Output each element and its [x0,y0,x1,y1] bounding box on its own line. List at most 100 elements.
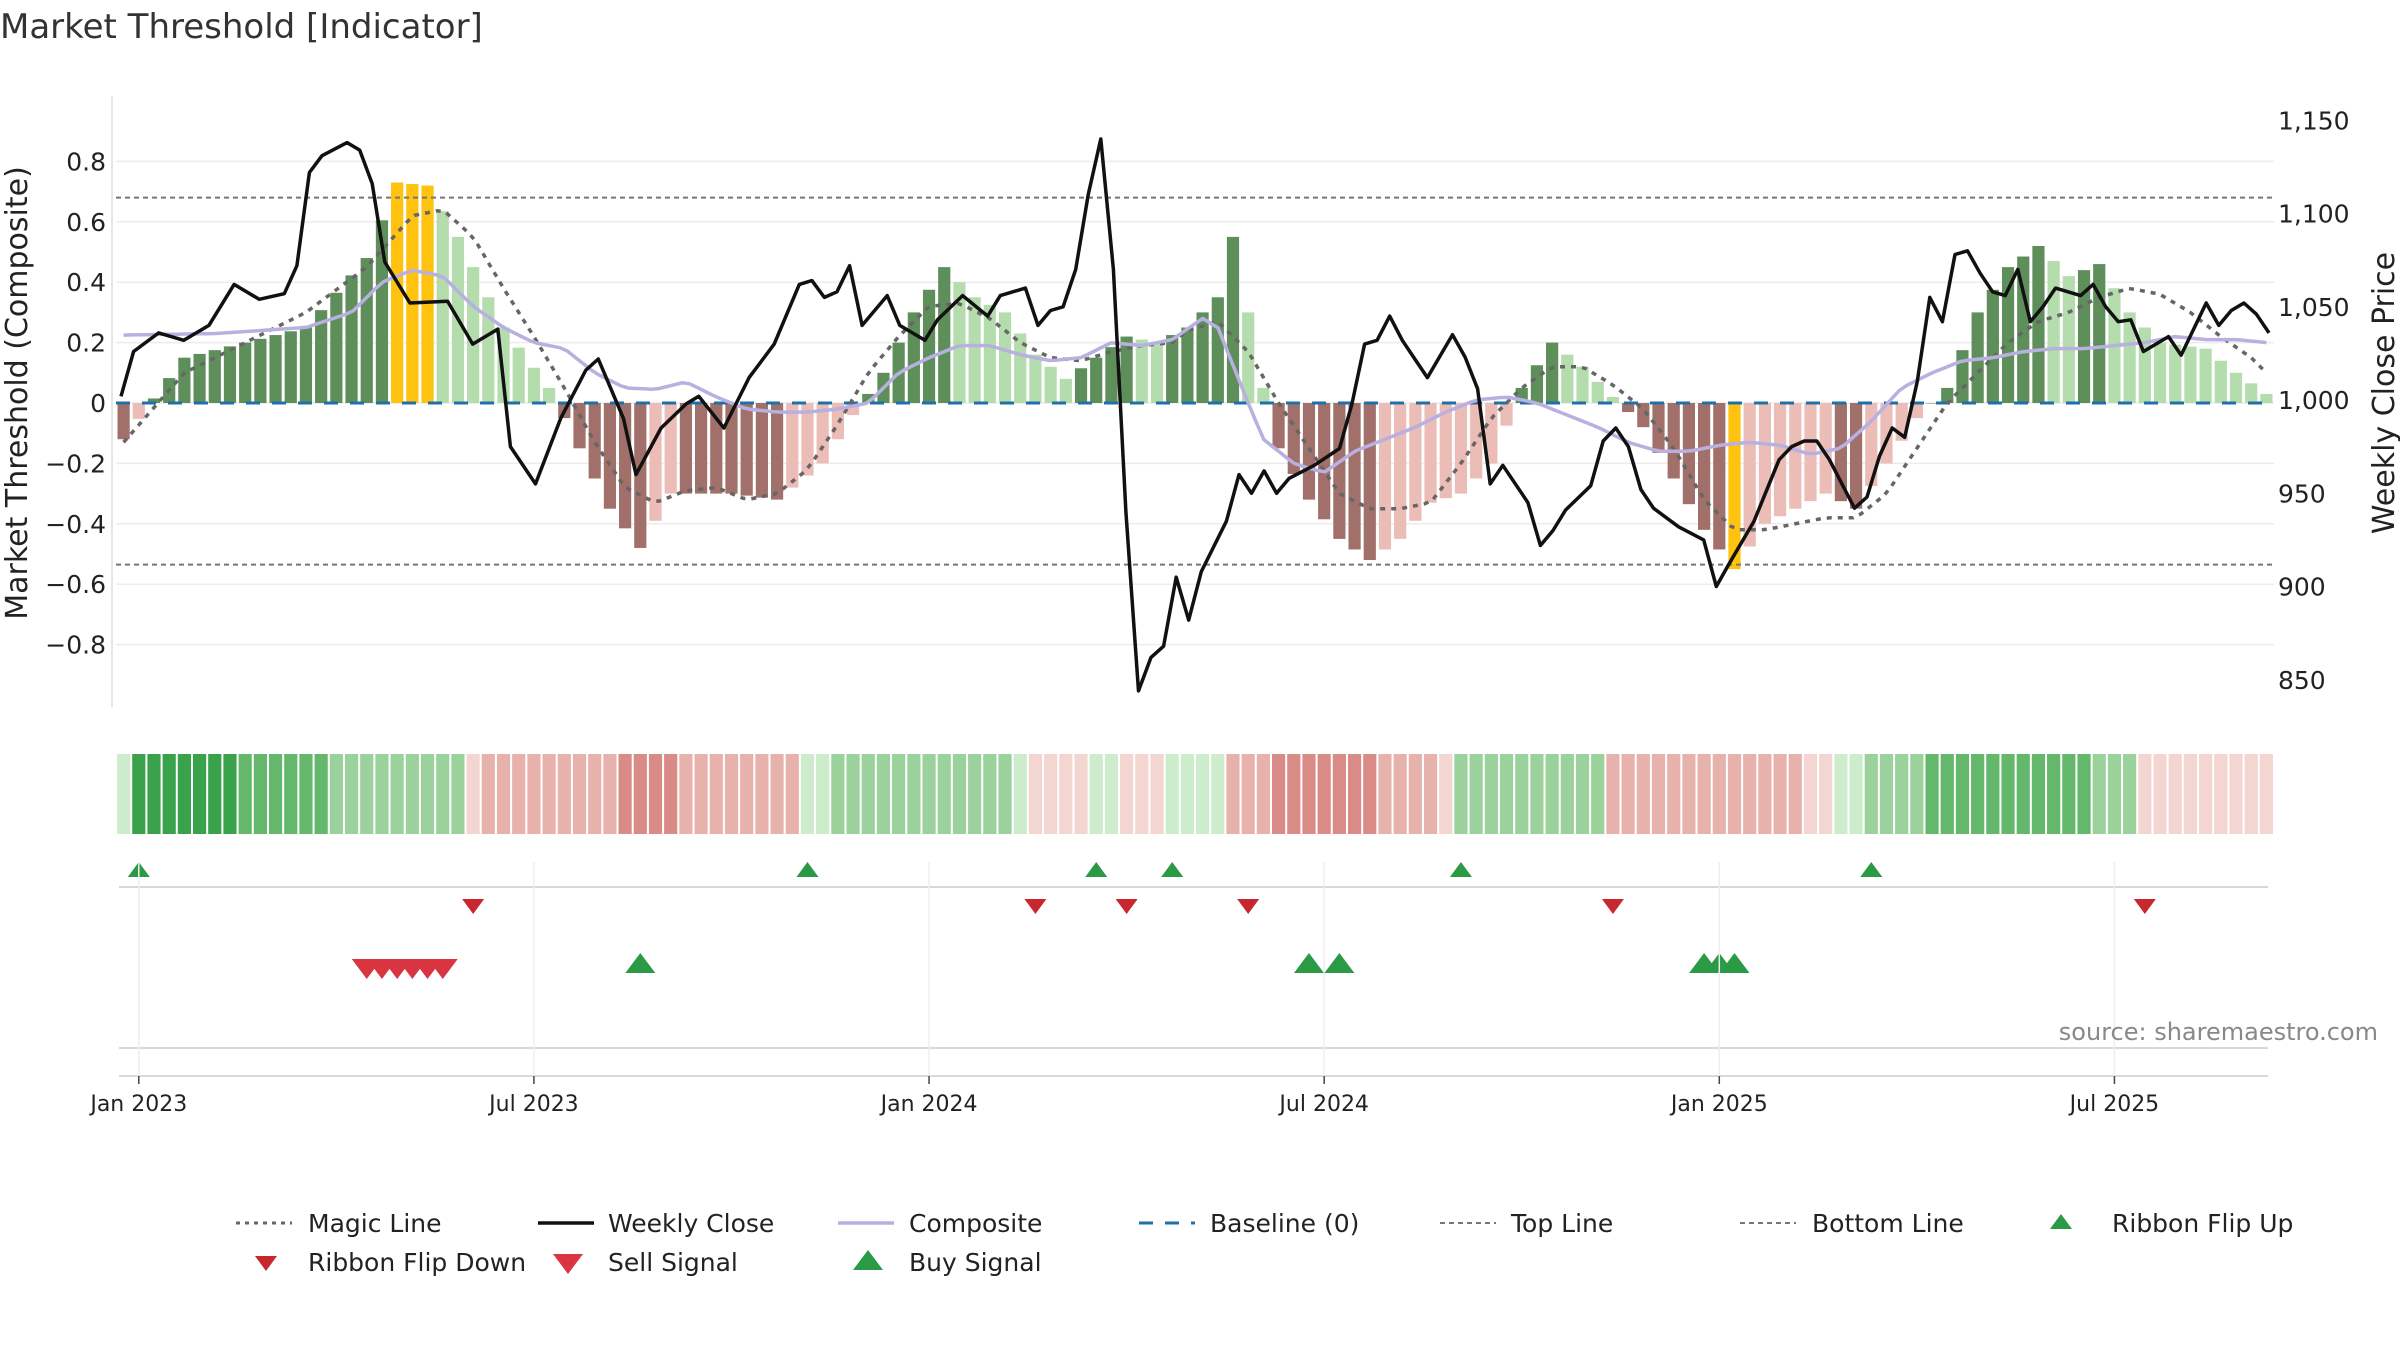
svg-text:Ribbon Flip Down: Ribbon Flip Down [308,1248,526,1277]
svg-text:Buy Signal: Buy Signal [909,1248,1042,1277]
ribbon-cell [1530,754,1544,834]
ribbon-cell [208,754,222,834]
ribbon-cell [633,754,647,834]
ribbon-cell [800,754,815,834]
legend-bottom-line: Bottom Line [1740,1209,1964,1238]
composite-bar [1120,336,1133,403]
ribbon-cell [2062,754,2076,834]
composite-bar [223,346,237,403]
buy-signal-marker [625,953,656,973]
ribbon-cell [2031,754,2046,834]
ribbon-cell [968,754,982,834]
composite-bar [117,403,130,440]
composite-bars [117,182,2273,570]
ribbon-cell [1180,754,1194,834]
x-tick-label: Jan 2024 [879,1092,978,1117]
ribbon-cell [1575,754,1590,834]
legend-ribbon-flip-up: Ribbon Flip Up [2050,1209,2293,1238]
left-tick-label: −0.4 [45,510,106,539]
composite-bar [421,185,434,403]
ribbon-cell [1910,754,1924,834]
right-axis: 1,150 1,100 1,050 1,000 950 900 850 [2278,106,2350,695]
ribbon-cell [268,754,283,834]
ribbon-cell [740,754,754,834]
composite-bar [1485,403,1498,464]
ribbon-cell [192,754,207,834]
left-tick-label: −0.8 [45,631,106,660]
x-tick-label: Jul 2025 [2068,1092,2160,1117]
right-tick-label: 1,100 [2278,200,2350,229]
ribbon-cell [2183,754,2198,834]
ribbon-cell [375,754,389,834]
x-axis: Jan 2023 Jul 2023 Jan 2024 Jul 2024 Jan 2025… [88,862,2268,1117]
composite-bar [1941,387,1954,403]
ribbon-cell [238,754,252,834]
left-axis: 0.8 0.6 0.4 0.2 0 −0.2 −0.4 −0.6 −0.8 [45,147,106,659]
composite-bar [1743,403,1756,547]
svg-text:Magic Line: Magic Line [308,1209,442,1238]
composite-bar [2062,276,2075,403]
ribbon-cell [2153,754,2167,834]
ribbon-flip-up-marker [796,862,819,877]
ribbon-cell [2092,754,2106,834]
composite-bar [1394,403,1407,539]
composite-bar [603,403,617,509]
ribbon-cell [1074,754,1088,834]
ribbon-cell [1819,754,1833,834]
ribbon-cell [1028,754,1043,834]
composite-bar [269,335,282,403]
ribbon-cell [709,754,723,834]
right-tick-label: 850 [2278,666,2326,695]
ribbon-cell [770,754,784,834]
composite-bar [634,403,647,548]
composite-bar [1181,327,1194,403]
ribbon-flip-up-marker [1085,862,1108,877]
composite-bar [2032,245,2045,403]
svg-text:Baseline (0): Baseline (0) [1210,1209,1359,1238]
ribbon-cell [2138,754,2152,834]
ribbon-cell [1667,754,1681,834]
ribbon-cell [496,754,511,834]
right-tick-label: 950 [2278,479,2326,508]
ribbon-cell [1287,754,1301,834]
composite-bar [1925,403,1939,404]
composite-bar [345,275,358,403]
ribbon-cell [1393,754,1407,834]
ribbon-cell [1955,754,1970,834]
ribbon-cell [1363,754,1377,834]
composite-bar [2229,372,2243,403]
composite-bar [1819,403,1832,494]
composite-bar [1014,333,1027,403]
ribbon-cell [2259,754,2273,834]
composite-bar [1150,342,1164,403]
ribbon-cell [1712,754,1726,834]
composite-bar [2245,383,2258,403]
composite-bar [1682,403,1696,505]
composite-bar [2047,261,2060,403]
ribbon-cell [481,754,495,834]
ribbon-cell [1120,754,1134,834]
composite-bar [1986,289,1999,403]
ribbon-cell [1044,754,1058,834]
composite-bar [755,403,768,498]
composite-bar [862,393,875,403]
legend-baseline: Baseline (0) [1139,1209,1359,1238]
ribbon-cell [2244,754,2258,834]
legend-magic-line: Magic Line [236,1209,442,1238]
composite-bar [1378,403,1392,550]
composite-bar [922,289,936,403]
x-tick-label: Jul 2024 [1277,1092,1369,1117]
composite-bar [1044,366,1057,403]
buy-signal-marker [1719,953,1750,973]
ribbon-cell [1864,754,1878,834]
right-tick-label: 1,000 [2278,386,2350,415]
composite-bar [2199,348,2212,403]
ribbon-cell [420,754,435,834]
buy-signal-marker [1324,953,1355,973]
legend-ribbon-flip-down: Ribbon Flip Down [255,1248,526,1277]
ribbon-cell [1895,754,1909,834]
ribbon-cell [831,754,845,834]
signal-ribbon [117,754,2273,834]
ribbon-cell [998,754,1012,834]
ribbon-cell [451,754,465,834]
